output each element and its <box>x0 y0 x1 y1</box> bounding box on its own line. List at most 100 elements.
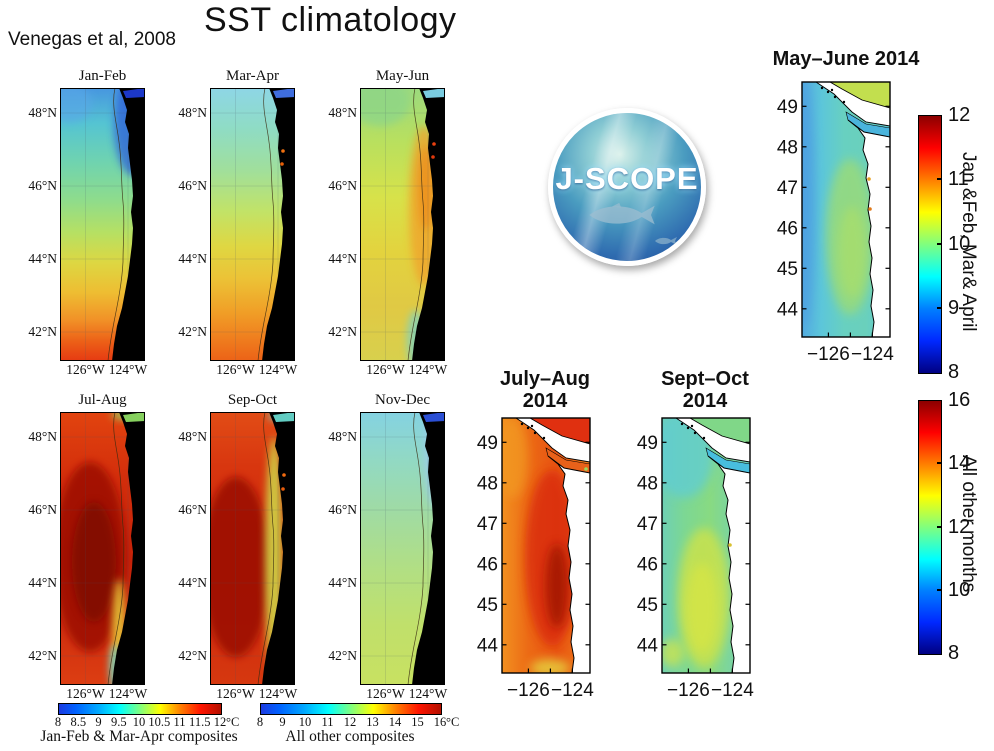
colorbar-tick: 16 <box>948 389 971 411</box>
lat-tick-label: 44 <box>477 635 499 656</box>
colorbar-tick-mark <box>937 525 942 528</box>
sst-feature <box>360 88 410 126</box>
land-mask <box>112 412 145 685</box>
strait-water <box>123 412 145 422</box>
lon-tick-label: −126 <box>667 680 710 701</box>
colorbar-tick: 9 <box>948 296 960 319</box>
colorbar-tick: 12 <box>213 715 227 729</box>
colorbar-tick-mark <box>937 242 942 245</box>
lat-tick-label: 47 <box>777 178 798 199</box>
coastal-sst-spot <box>867 177 871 181</box>
lat-label: 48°N <box>178 105 207 120</box>
colorbar-tick: 12 <box>343 715 357 729</box>
map-jul-aug <box>60 412 145 685</box>
map-title: Jul-Aug <box>78 392 127 408</box>
strait-water <box>423 412 445 422</box>
land-mask <box>112 88 145 361</box>
mainland-land <box>707 455 750 673</box>
colorbar-tick: 8 <box>54 715 62 729</box>
map-jan-feb <box>60 88 145 361</box>
lon-label: 126°W <box>216 686 255 701</box>
lon-tick-label: −126 <box>507 680 550 701</box>
colorbar-tick: 12 <box>948 515 971 538</box>
georgia-strait-water <box>530 418 590 444</box>
shelf-contour <box>407 88 425 361</box>
lat-label: 44°N <box>328 575 357 590</box>
map-nov-dec <box>360 412 445 685</box>
page-title: SST climatology <box>204 1 457 39</box>
forecast-map-title: July–Aug <box>499 368 591 390</box>
map-july-aug-2014: 49 48 47 46 45 44 −126 −124 <box>477 417 594 701</box>
lon-label: 124°W <box>408 362 448 377</box>
forecast-panel-july-aug-2014: July–Aug 2014 49 48 47 46 45 44 −126 −124 <box>455 368 635 701</box>
map-title: May-Jun <box>375 68 430 84</box>
lon-tick-label: −124 <box>551 680 594 701</box>
lat-label: 46°N <box>178 178 207 193</box>
colorbar-tick: 16 <box>433 715 447 729</box>
colorbar-tick: 11 <box>173 715 186 729</box>
colorbar-tick: 8 <box>948 642 960 664</box>
coastal-sst-spot <box>584 467 588 471</box>
colorbar-vertical-other <box>918 400 942 655</box>
land-mask <box>412 88 445 361</box>
lat-label: 44°N <box>178 251 207 266</box>
map-mar-apr <box>210 88 295 361</box>
climatology-panel-mar-apr: Mar-Apr 48°N 46°N 44°N 42°N 126°W 124°W <box>170 68 303 382</box>
shelf-contour <box>257 412 275 685</box>
lon-label: 124°W <box>258 686 298 701</box>
lat-label: 48°N <box>328 105 357 120</box>
strait-water <box>273 412 295 422</box>
lat-tick-label: 47 <box>477 514 498 535</box>
lon-label: 124°W <box>408 686 448 701</box>
colorbar-tick: 8 <box>256 715 264 729</box>
lat-label: 46°N <box>28 502 57 517</box>
forecast-map-title: 2014 <box>682 390 728 412</box>
mainland-land <box>847 119 890 337</box>
lat-label: 42°N <box>328 324 357 339</box>
lon-tick-label: −126 <box>807 344 850 365</box>
lon-label: 126°W <box>366 362 405 377</box>
sst-feature <box>838 206 866 298</box>
sst-feature <box>502 418 528 498</box>
colorbar-unit: °C <box>446 715 460 729</box>
map-title: Sep-Oct <box>227 392 278 408</box>
colorbar-label-janfeb: Jan &Feb, Mar& April <box>958 152 979 332</box>
sst-feature <box>546 544 568 628</box>
lat-tick-label: 44 <box>637 635 659 656</box>
map-frame <box>801 81 891 338</box>
lon-label: 126°W <box>66 686 105 701</box>
map-title: Nov-Dec <box>375 392 430 408</box>
map-sep-oct <box>210 412 295 685</box>
map-frame <box>60 412 145 685</box>
sst-feature <box>210 477 270 657</box>
climatology-panel-jul-aug: Jul-Aug 48°N 46°N 44°N 42°N 126°W 124°W <box>20 392 153 706</box>
mainland-land <box>547 455 590 673</box>
colorbar-tick: 8 <box>948 361 960 383</box>
lat-label: 42°N <box>178 324 207 339</box>
vancouver-island-land <box>515 418 590 463</box>
lon-label: 124°W <box>108 686 148 701</box>
lat-label: 48°N <box>178 429 207 444</box>
colorbar-tick: 12 <box>948 104 971 126</box>
land-mask <box>262 88 295 361</box>
map-frame <box>360 412 445 685</box>
lat-tick-label: 48 <box>777 137 798 158</box>
lat-label: 48°N <box>28 105 57 120</box>
colorbar-tick: 10 <box>298 715 312 729</box>
colorbar-tick: 9 <box>95 715 102 729</box>
lat-label: 46°N <box>178 502 207 517</box>
fish-icon <box>589 202 655 225</box>
map-may-jun <box>360 88 445 361</box>
forecast-map-title: Sept–Oct <box>661 368 749 390</box>
land-mask <box>412 412 445 685</box>
lat-tick-label: 49 <box>777 97 798 118</box>
colorbar-tick: 10 <box>948 232 971 255</box>
climatology-panel-jan-feb: Jan-Feb 48°N 46°N 44°N 42°N 126°W 124°W <box>20 68 153 382</box>
colorbar-tick-mark <box>937 306 942 309</box>
shelf-contour <box>107 88 125 361</box>
colorbar-tick: 14 <box>948 452 971 475</box>
sst-feature <box>72 502 116 622</box>
lat-label: 46°N <box>28 178 57 193</box>
colorbar-all-other <box>260 703 442 715</box>
